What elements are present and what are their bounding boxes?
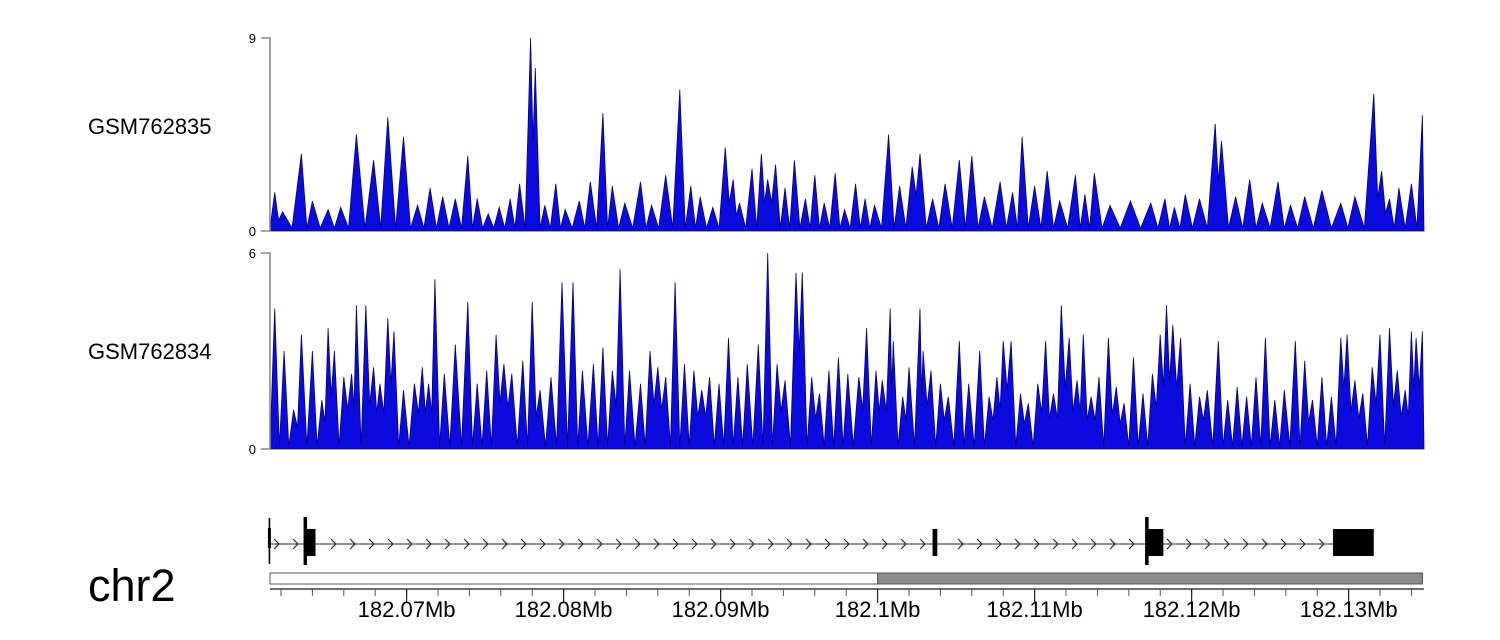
ruler-tick-label: 182.09Mb <box>672 597 770 622</box>
strand-arrow-icon <box>1033 538 1040 550</box>
ruler-tick-label: 182.07Mb <box>358 597 456 622</box>
strand-arrow-icon <box>520 538 527 550</box>
exon-box <box>1146 529 1164 556</box>
strand-arrow-icon <box>862 538 869 550</box>
strand-arrow-icon <box>463 538 470 550</box>
strand-arrow-icon <box>653 538 660 550</box>
strand-arrow-icon <box>273 538 280 550</box>
strand-arrow-icon <box>1090 538 1097 550</box>
ruler-tick-label: 182.13Mb <box>1300 597 1398 622</box>
strand-arrow-icon <box>444 538 451 550</box>
strand-arrow-icon <box>1299 538 1306 550</box>
strand-arrow-icon <box>330 538 337 550</box>
strand-arrow-icon <box>1223 538 1230 550</box>
strand-arrow-icon <box>425 538 432 550</box>
exon-box <box>1332 529 1374 556</box>
strand-arrow-icon <box>672 538 679 550</box>
strand-arrow-icon <box>843 538 850 550</box>
strand-arrow-icon <box>387 538 394 550</box>
track-label-gsm762834: GSM762834 <box>88 339 212 364</box>
strand-arrow-icon <box>729 538 736 550</box>
strand-arrow-icon <box>957 538 964 550</box>
y-axis-tick-label: 9 <box>249 31 256 46</box>
axis-range-bar-filled <box>877 572 1423 585</box>
strand-arrow-icon <box>805 538 812 550</box>
y-axis-bracket <box>261 37 271 232</box>
strand-arrow-icon <box>1166 538 1173 550</box>
strand-arrow-icon <box>482 538 489 550</box>
ruler-tick-label: 182.08Mb <box>515 597 613 622</box>
signal-area-gsm762835 <box>269 37 1425 232</box>
exon-box <box>932 529 938 556</box>
ruler-tick-label: 182.12Mb <box>1143 597 1241 622</box>
strand-arrow-icon <box>1052 538 1059 550</box>
strand-arrow-icon <box>786 538 793 550</box>
strand-arrow-icon <box>1318 538 1325 550</box>
signal-area-gsm762834 <box>269 252 1425 450</box>
ruler-tick-label: 182.1Mb <box>835 597 921 622</box>
strand-arrow-icon <box>748 538 755 550</box>
y-axis-bracket <box>261 252 271 450</box>
strand-arrow-icon <box>596 538 603 550</box>
strand-arrow-icon <box>691 538 698 550</box>
strand-arrow-icon <box>634 538 641 550</box>
strand-arrow-icon <box>501 538 508 550</box>
track-label-gsm762835: GSM762835 <box>88 114 212 139</box>
strand-arrow-icon <box>615 538 622 550</box>
chromosome-label: chr2 <box>88 560 176 611</box>
strand-arrow-icon <box>292 538 299 550</box>
strand-arrow-icon <box>1242 538 1249 550</box>
strand-arrow-icon <box>349 538 356 550</box>
strand-arrow-icon <box>1014 538 1021 550</box>
exon-box <box>304 529 316 556</box>
y-axis-tick-label: 0 <box>249 224 256 239</box>
strand-arrow-icon <box>1204 538 1211 550</box>
exon-box <box>267 528 271 548</box>
strand-arrow-icon <box>824 538 831 550</box>
strand-arrow-icon <box>976 538 983 550</box>
strand-arrow-icon <box>881 538 888 550</box>
strand-arrow-icon <box>995 538 1002 550</box>
strand-arrow-icon <box>710 538 717 550</box>
y-axis-tick-label: 6 <box>249 246 256 261</box>
strand-arrow-icon <box>539 538 546 550</box>
strand-arrow-icon <box>1071 538 1078 550</box>
strand-arrow-icon <box>368 538 375 550</box>
ruler-tick-label: 182.11Mb <box>987 597 1083 622</box>
strand-arrow-icon <box>919 538 926 550</box>
strand-arrow-icon <box>1185 538 1192 550</box>
strand-arrow-icon <box>406 538 413 550</box>
strand-arrow-icon <box>1261 538 1268 550</box>
strand-arrow-icon <box>1109 538 1116 550</box>
strand-arrow-icon <box>900 538 907 550</box>
strand-arrow-icon <box>767 538 774 550</box>
strand-arrow-icon <box>1280 538 1287 550</box>
axis-range-bar-open <box>269 572 879 585</box>
strand-arrow-icon <box>558 538 565 550</box>
y-axis-tick-label: 0 <box>249 442 256 457</box>
strand-arrow-icon <box>1128 538 1135 550</box>
strand-arrow-icon <box>577 538 584 550</box>
